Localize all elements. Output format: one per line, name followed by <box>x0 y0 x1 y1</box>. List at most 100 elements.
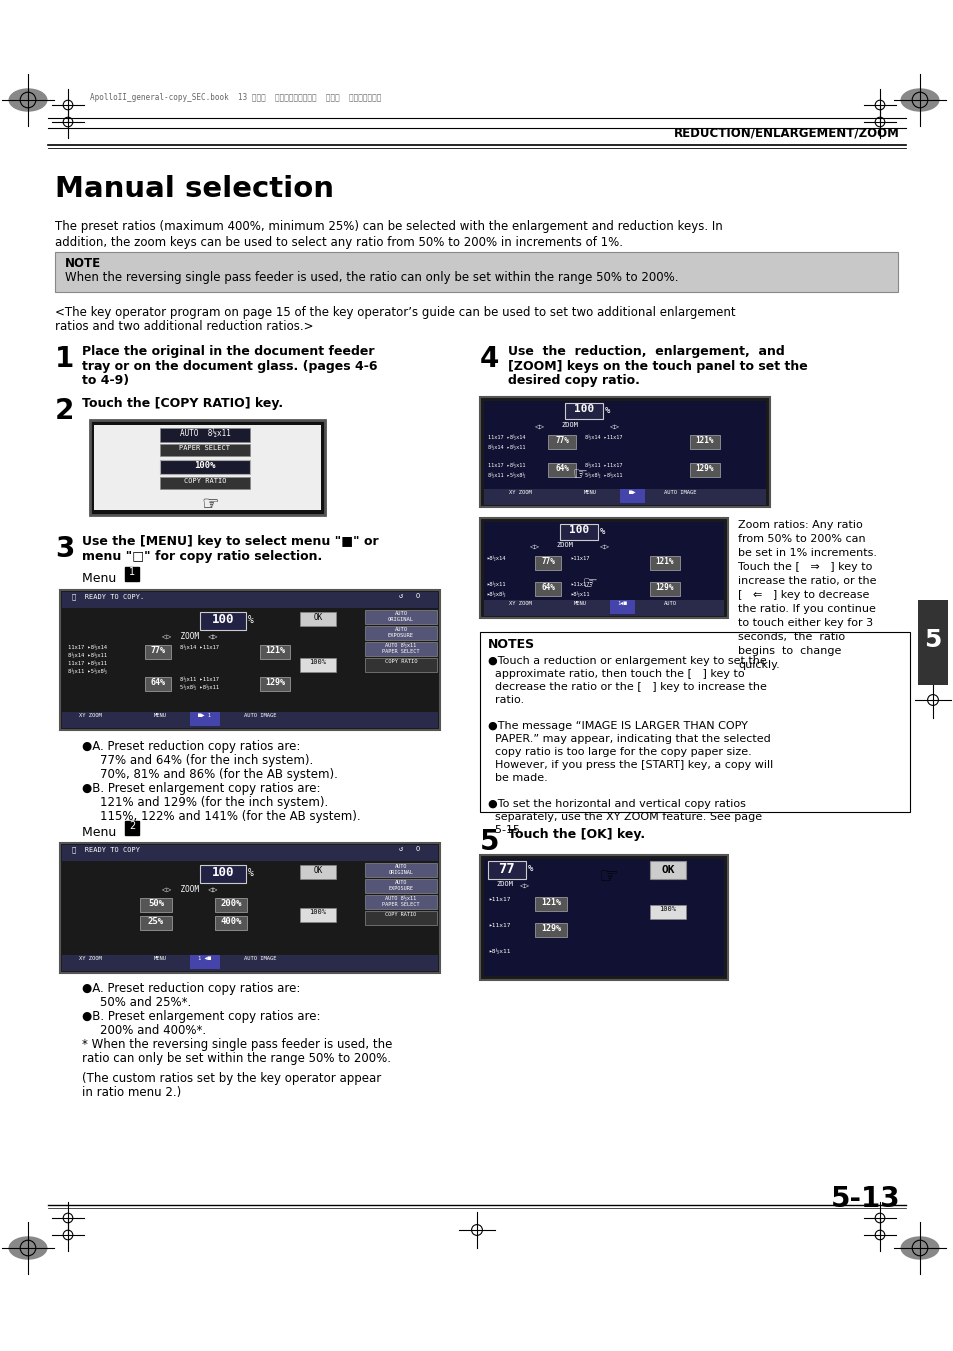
Text: PAPER SELECT: PAPER SELECT <box>179 444 231 451</box>
Text: begins  to  change: begins to change <box>738 646 841 657</box>
Bar <box>200 612 246 630</box>
Bar <box>479 632 909 812</box>
Bar <box>479 397 769 507</box>
Text: 1: 1 <box>55 345 74 373</box>
Bar <box>55 253 897 292</box>
Text: NOTE: NOTE <box>65 257 101 270</box>
Bar <box>299 908 335 921</box>
Bar <box>125 821 139 835</box>
Text: 5½x8½ ▸8½x11: 5½x8½ ▸8½x11 <box>584 473 622 478</box>
Text: ◁▷: ◁▷ <box>599 542 609 551</box>
Bar <box>649 557 679 570</box>
Text: ■▶: ■▶ <box>628 490 635 494</box>
Bar <box>140 916 172 929</box>
Ellipse shape <box>900 88 939 112</box>
Text: ▸8½x11: ▸8½x11 <box>569 592 589 597</box>
Text: 2: 2 <box>55 397 74 426</box>
Bar <box>62 592 437 608</box>
Text: 100: 100 <box>212 866 234 880</box>
Bar <box>483 489 765 505</box>
Bar <box>140 898 172 912</box>
Bar <box>62 844 437 861</box>
Text: ratios and two additional reduction ratios.>: ratios and two additional reduction rati… <box>55 320 314 332</box>
Text: ◁▷: ◁▷ <box>535 422 544 431</box>
Text: 8½x14 ▸8½x11: 8½x14 ▸8½x11 <box>488 444 525 450</box>
Bar <box>365 642 436 657</box>
Text: 5-13: 5-13 <box>829 1185 899 1213</box>
Text: ●The message “IMAGE IS LARGER THAN COPY: ●The message “IMAGE IS LARGER THAN COPY <box>488 721 747 731</box>
Text: menu "□" for copy ratio selection.: menu "□" for copy ratio selection. <box>82 550 322 563</box>
Text: ⓖ  READY TO COPY.: ⓖ READY TO COPY. <box>71 593 144 600</box>
Text: 400%: 400% <box>220 917 241 925</box>
Text: 11x17 ▸8½x11: 11x17 ▸8½x11 <box>488 463 525 467</box>
Text: from 50% to 200% can: from 50% to 200% can <box>738 534 864 544</box>
Text: approximate ratio, then touch the [   ] key to: approximate ratio, then touch the [ ] ke… <box>488 669 744 680</box>
Bar <box>214 916 247 929</box>
Text: 121%: 121% <box>655 557 674 566</box>
Bar <box>365 880 436 893</box>
Text: 11x17 ▸8½x14: 11x17 ▸8½x14 <box>488 435 525 440</box>
Text: to 4-9): to 4-9) <box>82 374 129 386</box>
Text: ZOOM: ZOOM <box>556 542 573 549</box>
Text: PAPER.” may appear, indicating that the selected: PAPER.” may appear, indicating that the … <box>488 734 770 744</box>
Text: Zoom ratios: Any ratio: Zoom ratios: Any ratio <box>738 520 862 530</box>
Text: AUTO IMAGE: AUTO IMAGE <box>663 490 696 494</box>
Text: copy ratio is too large for the copy paper size.: copy ratio is too large for the copy pap… <box>488 747 751 757</box>
Bar <box>619 489 644 503</box>
Text: %: % <box>599 527 605 536</box>
Bar <box>535 923 566 938</box>
Text: Use  the  reduction,  enlargement,  and: Use the reduction, enlargement, and <box>507 345 784 358</box>
Text: Menu: Menu <box>82 825 120 839</box>
Text: ▸8½x14: ▸8½x14 <box>485 557 505 561</box>
Bar <box>160 428 250 442</box>
Text: ⓖ  READY TO COPY: ⓖ READY TO COPY <box>71 846 140 852</box>
Text: When the reversing single pass feeder is used, the ratio can only be set within : When the reversing single pass feeder is… <box>65 272 678 284</box>
Text: AUTO
EXPOSURE: AUTO EXPOSURE <box>388 880 413 890</box>
Text: ●A. Preset reduction copy ratios are:: ●A. Preset reduction copy ratios are: <box>82 740 300 753</box>
Text: ▸8½x11: ▸8½x11 <box>485 582 505 586</box>
Bar <box>365 863 436 877</box>
Text: ☞: ☞ <box>598 867 618 888</box>
Text: 200% and 400%*.: 200% and 400%*. <box>100 1024 206 1038</box>
Bar <box>160 459 250 474</box>
Bar <box>260 644 290 659</box>
Text: 1 ◀■: 1 ◀■ <box>198 957 212 961</box>
Bar <box>214 898 247 912</box>
Text: %: % <box>604 407 610 415</box>
Text: AUTO: AUTO <box>662 601 676 607</box>
Bar <box>649 905 685 919</box>
Text: COPY RATIO: COPY RATIO <box>184 478 226 484</box>
Text: 77: 77 <box>498 862 515 875</box>
Text: ▸11x17: ▸11x17 <box>569 582 589 586</box>
Bar <box>479 517 727 617</box>
Text: AUTO IMAGE: AUTO IMAGE <box>244 713 276 717</box>
Text: %: % <box>248 615 253 626</box>
Text: 50% and 25%*.: 50% and 25%*. <box>100 996 191 1009</box>
Text: ☞: ☞ <box>582 574 597 592</box>
Text: quickly.: quickly. <box>738 661 779 670</box>
Text: to touch either key for 3: to touch either key for 3 <box>738 617 872 628</box>
Text: ◁▷  ZOOM  ◁▷: ◁▷ ZOOM ◁▷ <box>162 885 217 894</box>
Text: Touch the [   ⇒   ] key to: Touch the [ ⇒ ] key to <box>738 562 871 571</box>
Text: NOTES: NOTES <box>488 638 535 651</box>
Text: 1: 1 <box>129 567 135 577</box>
Text: (The custom ratios set by the key operator appear: (The custom ratios set by the key operat… <box>82 1071 381 1085</box>
Text: 70%, 81% and 86% (for the AB system).: 70%, 81% and 86% (for the AB system). <box>100 767 337 781</box>
Text: 115%, 122% and 141% (for the AB system).: 115%, 122% and 141% (for the AB system). <box>100 811 360 823</box>
Text: 100%: 100% <box>659 907 676 912</box>
Bar <box>547 463 576 477</box>
Text: ▸11x17: ▸11x17 <box>569 557 589 561</box>
Text: XY ZOOM: XY ZOOM <box>508 490 531 494</box>
Text: 121%: 121% <box>540 898 560 907</box>
Text: ZOOM: ZOOM <box>496 881 513 888</box>
Text: Use the [MENU] key to select menu "■" or: Use the [MENU] key to select menu "■" or <box>82 535 378 549</box>
Bar <box>689 463 720 477</box>
Text: [ZOOM] keys on the touch panel to set the: [ZOOM] keys on the touch panel to set th… <box>507 359 807 373</box>
Text: desired copy ratio.: desired copy ratio. <box>507 374 639 386</box>
Text: 4: 4 <box>479 345 498 373</box>
Text: The preset ratios (maximum 400%, minimum 25%) can be selected with the enlargeme: The preset ratios (maximum 400%, minimum… <box>55 220 722 232</box>
Bar <box>365 611 436 624</box>
Ellipse shape <box>900 1236 939 1259</box>
Text: 77% and 64% (for the inch system).: 77% and 64% (for the inch system). <box>100 754 313 767</box>
Ellipse shape <box>9 1236 48 1259</box>
